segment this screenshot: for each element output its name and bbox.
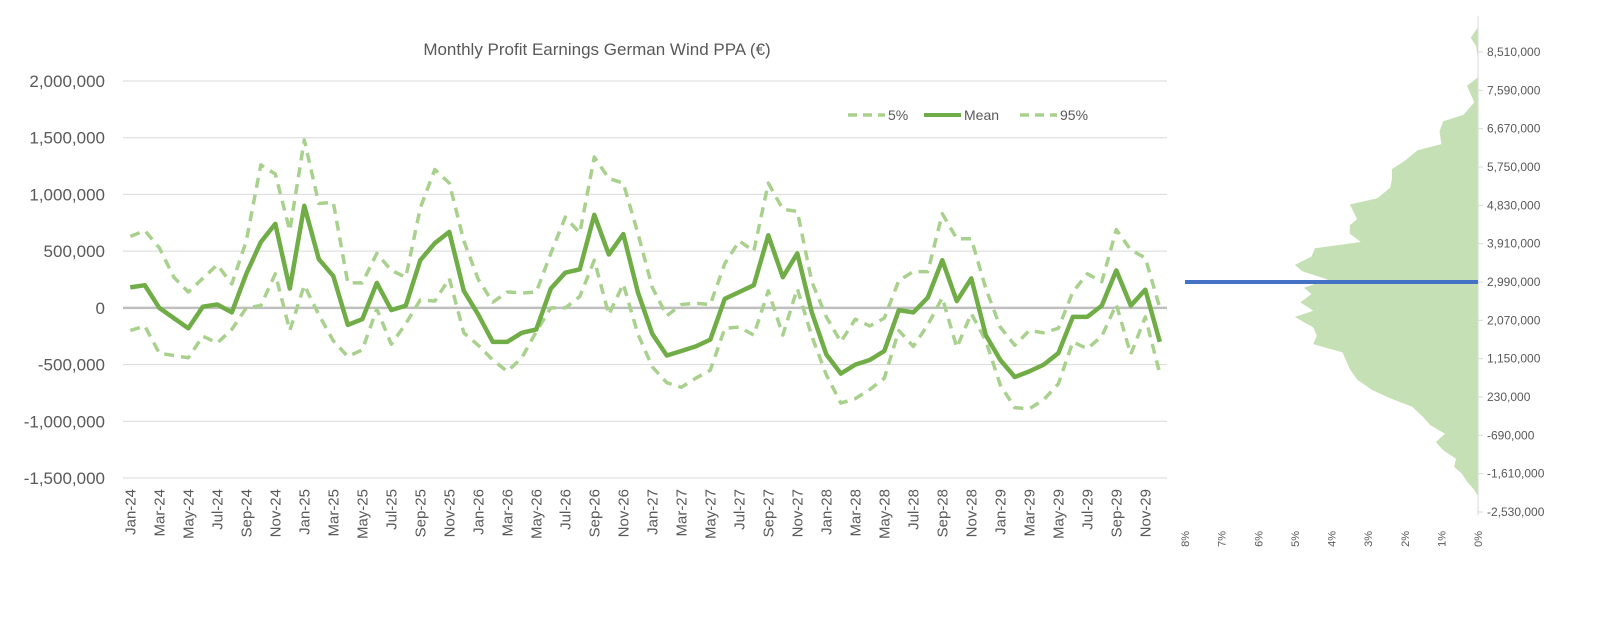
distribution-x-tick-label: 0% (1473, 531, 1485, 547)
distribution-y-tick-label: 2,990,000 (1487, 275, 1541, 289)
x-tick-label: Jul-25 (383, 489, 400, 530)
x-tick-label: Mar-26 (499, 489, 516, 537)
x-tick-label: Nov-29 (1137, 489, 1154, 537)
main-y-axis: 2,000,000 1,500,000 1,000,000 500,000 0 -500,… (24, 72, 105, 488)
distribution-x-tick-label: 3% (1363, 531, 1375, 547)
x-tick-label: Sep-28 (934, 489, 951, 537)
distribution-x-tick-label: 7% (1217, 531, 1229, 547)
distribution-y-tick-label: 4,830,000 (1487, 198, 1541, 212)
distribution-y-tick-label: 6,670,000 (1487, 122, 1541, 136)
distribution-y-tick-label: 1,150,000 (1487, 352, 1541, 366)
y-tick-label: 1,000,000 (29, 185, 105, 204)
x-tick-label: Jan-24 (122, 489, 139, 535)
x-tick-label: Jul-28 (905, 489, 922, 530)
series-line-95pct (129, 138, 1162, 348)
distribution-y-tick-label: -2,530,000 (1487, 505, 1545, 519)
legend-label-5pct: 5% (888, 107, 908, 123)
y-tick-label: 500,000 (44, 242, 105, 261)
y-tick-label: -1,000,000 (24, 412, 105, 431)
distribution-area (1294, 27, 1478, 497)
x-tick-label: Mar-27 (673, 489, 690, 537)
x-tick-label: Nov-27 (789, 489, 806, 537)
distribution-x-axis: 8% 7% 6% 5% 4% 3% 2% 1% 0% (1180, 531, 1485, 547)
x-tick-label: May-24 (180, 489, 197, 539)
legend: 5% Mean 95% (848, 107, 1088, 123)
y-tick-label: 0 (96, 299, 105, 318)
legend-label-95pct: 95% (1060, 107, 1088, 123)
x-tick-label: Mar-29 (1021, 489, 1038, 537)
distribution-x-tick-label: 4% (1327, 531, 1339, 547)
x-tick-label: Sep-25 (412, 489, 429, 537)
x-tick-label: May-26 (528, 489, 545, 539)
y-tick-label: -1,500,000 (24, 469, 105, 488)
x-tick-label: Jan-27 (644, 489, 661, 535)
distribution-x-tick-label: 5% (1290, 531, 1302, 547)
x-tick-label: Nov-24 (267, 489, 284, 537)
main-gridlines (123, 80, 1167, 479)
x-tick-label: Mar-25 (325, 489, 342, 537)
distribution-y-tick-label: 3,910,000 (1487, 237, 1541, 251)
chart-title: Monthly Profit Earnings German Wind PPA … (423, 40, 770, 59)
x-tick-label: Nov-28 (963, 489, 980, 537)
x-tick-label: Jul-24 (209, 489, 226, 530)
y-tick-label: 1,500,000 (29, 129, 105, 148)
x-tick-label: Mar-28 (847, 489, 864, 537)
x-tick-label: Jan-26 (470, 489, 487, 535)
x-tick-label: Jan-29 (992, 489, 1009, 535)
distribution-x-tick-label: 1% (1436, 531, 1448, 547)
x-tick-label: May-28 (876, 489, 893, 539)
distribution-y-tick-label: -1,610,000 (1487, 467, 1545, 481)
distribution-x-tick-label: 8% (1180, 531, 1192, 547)
x-tick-label: Sep-26 (586, 489, 603, 537)
distribution-y-tick-label: -690,000 (1487, 428, 1535, 442)
x-tick-label: May-27 (702, 489, 719, 539)
distribution-y-tick-label: 8,510,000 (1487, 45, 1541, 59)
main-x-axis: Jan-24 Mar-24 May-24 Jul-24 Sep-24 Nov-24 Jan-… (122, 489, 1154, 539)
x-tick-label: Sep-27 (760, 489, 777, 537)
x-tick-label: Nov-25 (441, 489, 458, 537)
y-tick-label: 2,000,000 (29, 72, 105, 91)
y-tick-label: -500,000 (38, 356, 105, 375)
distribution-x-tick-label: 2% (1400, 531, 1412, 547)
distribution-y-axis: 8,510,000 7,590,000 6,670,000 5,750,000 4,83… (1477, 16, 1545, 519)
distribution-y-tick-label: 2,070,000 (1487, 313, 1541, 327)
x-tick-label: May-29 (1050, 489, 1067, 539)
x-tick-label: Jul-26 (557, 489, 574, 530)
x-tick-label: Jul-27 (731, 489, 748, 530)
main-series-group (129, 138, 1162, 411)
x-tick-label: Sep-24 (238, 489, 255, 537)
distribution-x-tick-label: 6% (1253, 531, 1265, 547)
series-line-mean (129, 203, 1162, 380)
x-tick-label: Nov-26 (615, 489, 632, 537)
distribution-y-tick-label: 230,000 (1487, 390, 1531, 404)
x-tick-label: Jan-25 (296, 489, 313, 535)
distribution-area-group (1294, 27, 1478, 497)
x-tick-label: Sep-29 (1108, 489, 1125, 537)
series-line-5pct (129, 258, 1162, 411)
distribution-y-tick-label: 7,590,000 (1487, 83, 1541, 97)
legend-label-mean: Mean (964, 107, 999, 123)
x-tick-label: May-25 (354, 489, 371, 539)
x-tick-label: Jul-29 (1079, 489, 1096, 530)
x-tick-label: Jan-28 (818, 489, 835, 535)
distribution-y-tick-label: 5,750,000 (1487, 160, 1541, 174)
x-tick-label: Mar-24 (151, 489, 168, 537)
